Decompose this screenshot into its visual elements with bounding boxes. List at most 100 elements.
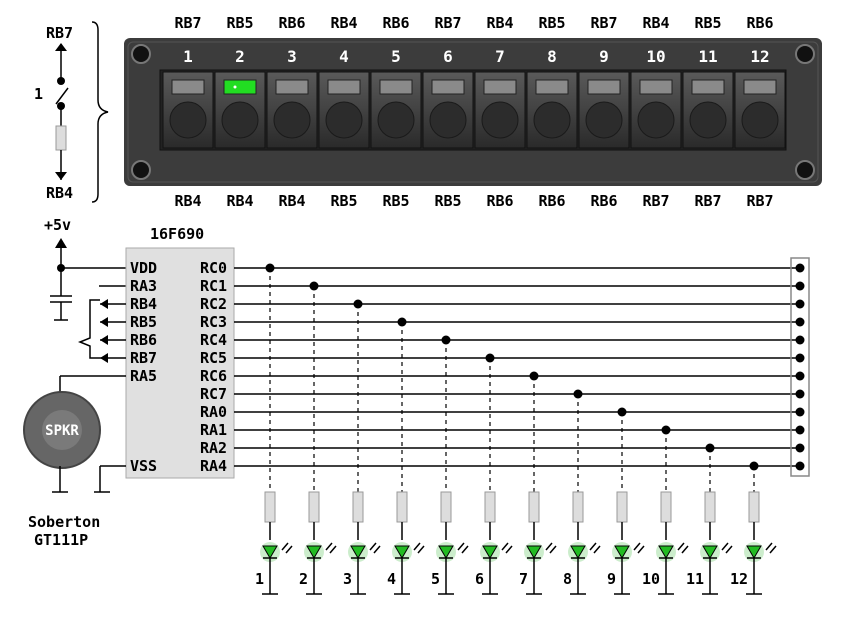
panel-button-7[interactable]: 7 — [474, 47, 526, 149]
panel-button-12[interactable]: 12 — [734, 47, 786, 149]
speaker: SPKR Soberton GT111P — [23, 391, 101, 549]
panel-button-1[interactable]: 1 — [162, 47, 214, 149]
led-label: 9 — [607, 570, 616, 588]
led-label: 1 — [255, 570, 264, 588]
chip-pin-rc4: RC4 — [200, 331, 227, 349]
panel-button-2[interactable]: 2 — [214, 47, 266, 149]
panel-button-9[interactable]: 9 — [578, 47, 630, 149]
led-diode — [306, 545, 322, 559]
panel-top-label: RB4 — [486, 14, 513, 32]
panel-top-label: RB5 — [694, 14, 721, 32]
panel-bottom-labels: RB4 RB4 RB4 RB5 RB5 RB5 RB6 RB6 RB6 RB7 RB7 RB7 — [174, 192, 773, 210]
connector-pin — [795, 263, 805, 273]
chip-pin-rc1: RC1 — [200, 277, 227, 295]
button-indicator — [431, 79, 465, 95]
led-resistor — [704, 491, 716, 523]
button-indicator — [691, 79, 725, 95]
panel-bottom-label: RB5 — [434, 192, 461, 210]
led-2: 2 — [299, 491, 337, 595]
button-number: 8 — [547, 47, 557, 66]
chip-pin-ra2: RA2 — [200, 439, 227, 457]
led-resistor — [264, 491, 276, 523]
chip-pin-rb4: RB4 — [130, 295, 157, 313]
button-indicator — [379, 79, 413, 95]
chip-pin-rb7: RB7 — [130, 349, 157, 367]
button-cap — [377, 101, 415, 139]
connector-pin — [795, 281, 805, 291]
led-diode — [746, 545, 762, 559]
connector-pin — [795, 317, 805, 327]
speaker-label: SPKR — [45, 423, 79, 439]
panel-button-8[interactable]: 8 — [526, 47, 578, 149]
led-resistor — [528, 491, 540, 523]
chip-name: 16F690 — [150, 225, 204, 243]
led-diode — [658, 545, 674, 559]
led-label: 12 — [730, 570, 748, 588]
power-supply: +5v — [44, 216, 126, 321]
chip-pin-vss: VSS — [130, 457, 157, 475]
panel-bottom-label: RB5 — [382, 192, 409, 210]
panel-button-3[interactable]: 3 — [266, 47, 318, 149]
led-label: 5 — [431, 570, 440, 588]
button-indicator — [639, 79, 673, 95]
led-resistor — [352, 491, 364, 523]
button-number: 5 — [391, 47, 401, 66]
chip-pin-rb5: RB5 — [130, 313, 157, 331]
led-label: 7 — [519, 570, 528, 588]
button-indicator — [743, 79, 777, 95]
button-cap — [637, 101, 675, 139]
led-5: 5 — [431, 491, 469, 595]
screw-top-right — [795, 44, 815, 64]
led-label: 3 — [343, 570, 352, 588]
led-diode — [438, 545, 454, 559]
panel-bottom-label: RB6 — [486, 192, 513, 210]
button-indicator — [587, 79, 621, 95]
panel-bottom-label: RB7 — [746, 192, 773, 210]
panel-button-6[interactable]: 6 — [422, 47, 474, 149]
connector-pin — [795, 335, 805, 345]
button-cap — [273, 101, 311, 139]
chip-pin-ra4: RA4 — [200, 457, 227, 475]
button-number: 11 — [698, 47, 717, 66]
chip-pin-ra1: RA1 — [200, 421, 227, 439]
speaker-caption-line2: GT111P — [34, 531, 88, 549]
output-bus — [234, 263, 805, 492]
panel-bottom-label: RB6 — [590, 192, 617, 210]
switch-bottom-label: RB4 — [46, 184, 73, 202]
button-number: 6 — [443, 47, 453, 66]
panel-bottom-label: RB7 — [694, 192, 721, 210]
panel-top-label: RB4 — [330, 14, 357, 32]
button-indicator — [483, 79, 517, 95]
panel-buttons: 1 2 3 4 5 6 7 8 9 10 11 12 — [162, 47, 786, 149]
panel-button-10[interactable]: 10 — [630, 47, 682, 149]
screw-bottom-right — [795, 160, 815, 180]
switch-lever[interactable] — [55, 87, 69, 105]
panel-top-label: RB6 — [746, 14, 773, 32]
chip-pin-rc7: RC7 — [200, 385, 227, 403]
panel-button-11[interactable]: 11 — [682, 47, 734, 149]
led-resistor — [440, 491, 452, 523]
panel-button-4[interactable]: 4 — [318, 47, 370, 149]
button-cap — [221, 101, 259, 139]
panel-bottom-label: RB4 — [226, 192, 253, 210]
panel-button-5[interactable]: 5 — [370, 47, 422, 149]
button-indicator — [171, 79, 205, 95]
panel-top-label: RB6 — [278, 14, 305, 32]
led-label: 8 — [563, 570, 572, 588]
led-resistor — [660, 491, 672, 523]
led-resistor — [616, 491, 628, 523]
button-cap — [481, 101, 519, 139]
led-diode — [482, 545, 498, 559]
led-12: 12 — [730, 491, 777, 595]
connector-pin — [795, 425, 805, 435]
button-indicator — [327, 79, 361, 95]
panel-top-label: RB5 — [538, 14, 565, 32]
connector-pin — [795, 353, 805, 363]
button-cap — [533, 101, 571, 139]
led-diode — [262, 545, 278, 559]
led-label: 11 — [686, 570, 704, 588]
led-resistor — [572, 491, 584, 523]
connector-pin — [795, 407, 805, 417]
button-number: 12 — [750, 47, 769, 66]
